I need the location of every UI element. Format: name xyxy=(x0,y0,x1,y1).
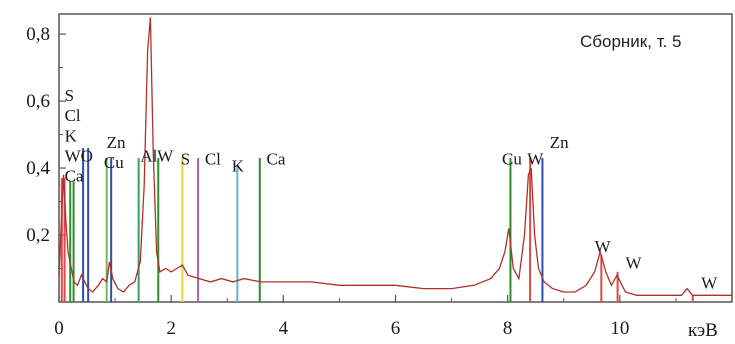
element-label: Zn xyxy=(107,133,126,152)
x-tick-label: 4 xyxy=(279,318,289,339)
element-label: W xyxy=(701,274,718,293)
element-label: K xyxy=(65,126,78,145)
x-unit-label: кэВ xyxy=(688,320,718,341)
element-label: Zn xyxy=(550,133,569,152)
element-label: W xyxy=(625,254,642,273)
element-label: Ca xyxy=(267,150,286,169)
x-tick-label: 2 xyxy=(166,318,176,339)
element-label: Cl xyxy=(65,106,81,125)
element-label: S xyxy=(181,150,190,169)
x-axis-ticks: 0 2 4 6 8 10 xyxy=(54,295,677,339)
element-label: WO xyxy=(65,146,93,165)
y-tick-label: 0,4 xyxy=(26,158,50,179)
element-label: S xyxy=(65,86,74,105)
y-tick-label: 0,6 xyxy=(26,91,50,112)
element-label: Cu xyxy=(104,153,124,172)
element-label: Cl xyxy=(205,150,221,169)
chart-annotation: Сборник, т. 5 xyxy=(580,32,682,51)
x-tick-label: 8 xyxy=(503,318,513,339)
y-axis-ticks: 0,2 0,4 0,6 0,8 xyxy=(26,24,66,270)
element-label: W xyxy=(527,150,544,169)
plot-frame xyxy=(58,13,733,303)
x-tick-label: 6 xyxy=(391,318,401,339)
x-tick-label: 0 xyxy=(54,318,64,339)
element-label: Cu xyxy=(502,150,522,169)
element-label: K xyxy=(232,156,245,175)
element-label: W xyxy=(157,146,174,165)
spectrum-series-line xyxy=(58,17,732,296)
y-tick-label: 0,8 xyxy=(26,24,50,45)
element-label: Al xyxy=(140,146,157,165)
element-label: W xyxy=(595,237,612,256)
y-tick-label: 0,2 xyxy=(26,225,50,246)
x-tick-label: 10 xyxy=(610,318,629,339)
element-label: Ca xyxy=(65,166,84,185)
